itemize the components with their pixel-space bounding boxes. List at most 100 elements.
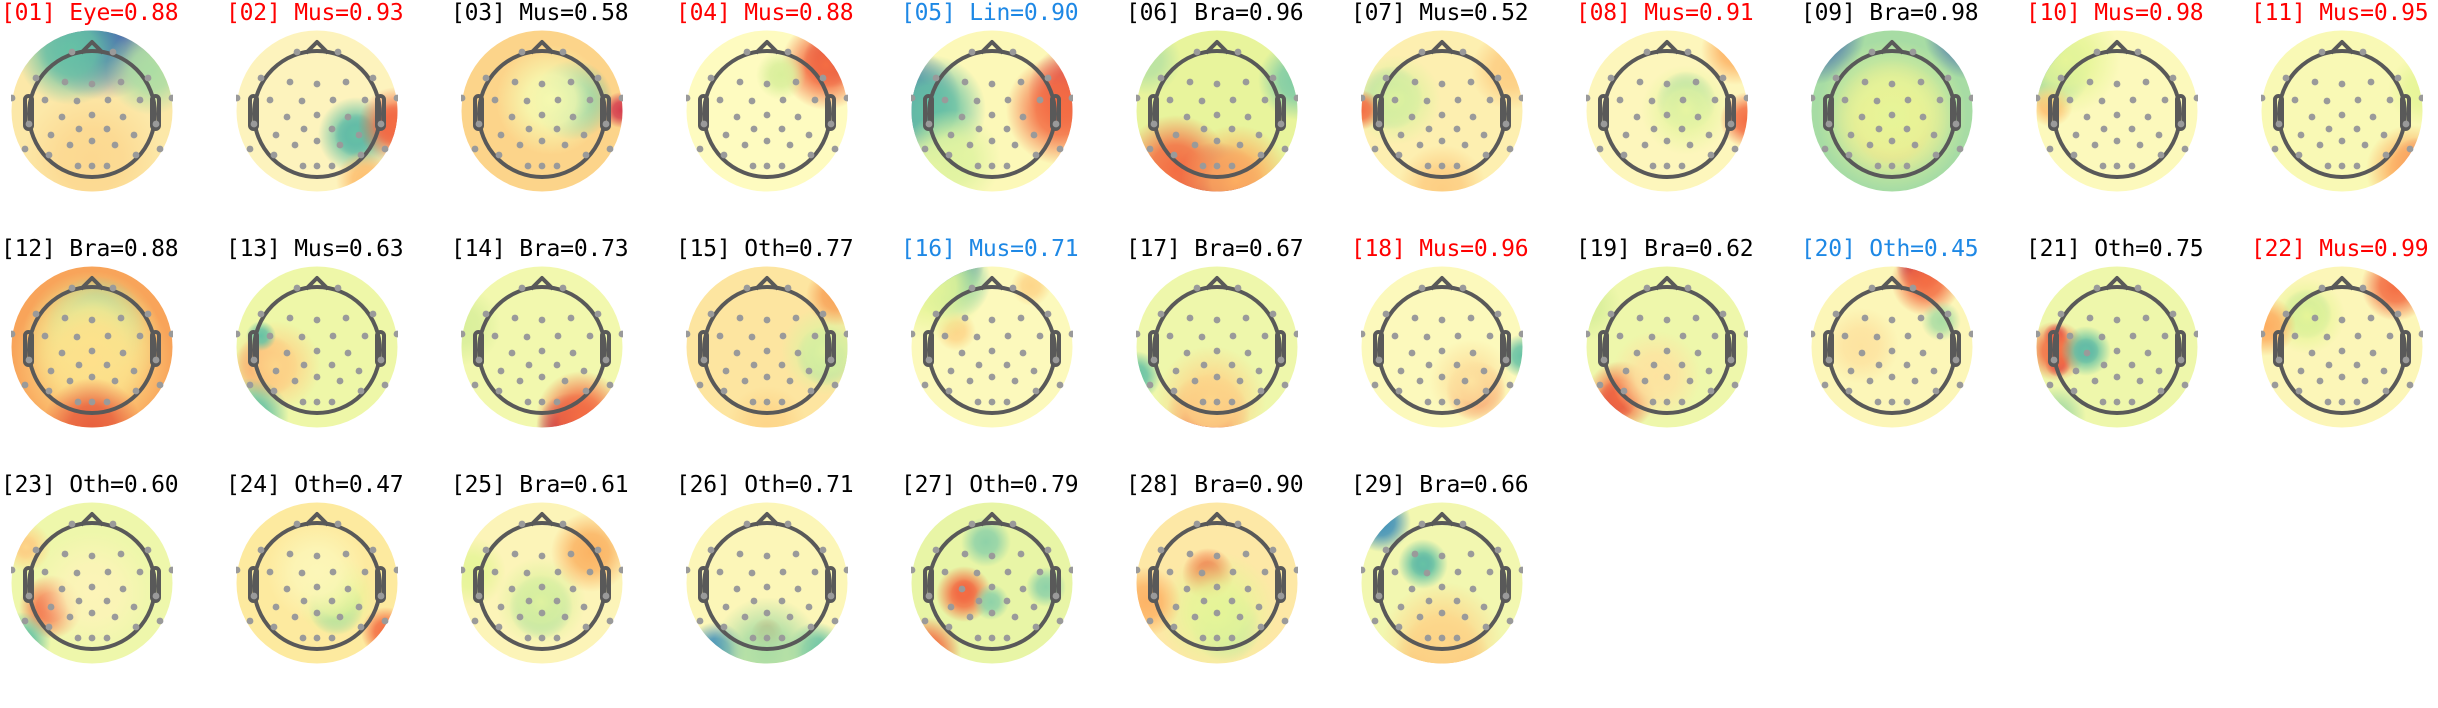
electrode	[2181, 381, 2189, 389]
electrode	[2128, 162, 2136, 170]
electrode	[283, 349, 291, 357]
electrode	[246, 617, 254, 625]
electrode	[1229, 568, 1237, 576]
electrode	[11, 94, 16, 102]
electrode	[329, 332, 337, 340]
electrode	[1277, 356, 1285, 364]
electrode	[1236, 377, 1244, 385]
electrode	[2142, 314, 2150, 322]
electrode	[1146, 617, 1154, 625]
component-label: [24] Oth=0.47	[226, 472, 404, 498]
electrode	[2361, 141, 2369, 149]
electrode	[2070, 387, 2078, 395]
electrode	[1228, 125, 1236, 133]
electrode	[328, 597, 336, 605]
electrode	[1875, 361, 1883, 369]
component-label: [03] Mus=0.58	[451, 0, 629, 26]
electrode	[1269, 546, 1277, 554]
electrode	[805, 131, 813, 139]
electrode	[336, 377, 344, 385]
electrode	[117, 78, 125, 86]
electrode	[266, 96, 274, 104]
electrode	[1136, 566, 1141, 574]
electrode	[988, 80, 996, 88]
electrode	[618, 330, 623, 338]
topomap-29	[1361, 502, 1523, 664]
electrode-dots	[686, 520, 848, 642]
electrode	[300, 597, 308, 605]
electrode	[973, 97, 981, 105]
electrode	[1438, 609, 1446, 617]
electrode	[2406, 381, 2414, 389]
electrode	[1261, 568, 1269, 576]
electrode	[966, 377, 974, 385]
electrode	[291, 141, 299, 149]
electrode	[1968, 94, 1973, 102]
electrode	[2099, 398, 2107, 406]
component-cell-16: [16] Mus=0.71	[900, 236, 1125, 472]
electrode	[1438, 634, 1446, 642]
component-label: [02] Mus=0.93	[226, 0, 404, 26]
electrode	[88, 80, 96, 88]
electrode	[1170, 151, 1178, 159]
electrode	[58, 585, 66, 593]
electrode	[2402, 120, 2410, 128]
component-cell-11: [11] Mus=0.95	[2250, 0, 2438, 236]
electrode	[88, 137, 96, 145]
topomap-12	[11, 266, 173, 428]
electrode	[807, 151, 815, 159]
electrode	[2193, 94, 2198, 102]
electrode	[1186, 550, 1194, 558]
electrode	[2297, 367, 2305, 375]
electrode	[1711, 96, 1719, 104]
electrode	[538, 373, 546, 381]
electrode	[2066, 96, 2074, 104]
electrode	[1199, 634, 1207, 642]
electrode	[68, 284, 76, 292]
electrode	[511, 314, 519, 322]
electrode	[1052, 120, 1060, 128]
electrode	[2100, 125, 2108, 133]
electrode	[827, 356, 835, 364]
electrode	[748, 97, 756, 105]
electrode	[1663, 80, 1671, 88]
electrode	[1649, 162, 1657, 170]
electrode	[1244, 349, 1252, 357]
electrode	[475, 356, 483, 364]
electrode	[1678, 162, 1686, 170]
component-label: [22] Mus=0.99	[2251, 236, 2429, 262]
electrode	[1663, 111, 1671, 119]
electrode	[369, 310, 377, 318]
electrode	[66, 141, 74, 149]
electrode	[741, 377, 749, 385]
electrode	[1705, 131, 1713, 139]
electrode	[973, 333, 981, 341]
electrode-dots	[236, 520, 398, 642]
component-cell-21: [21] Oth=0.75	[2025, 236, 2250, 472]
electrode	[342, 78, 350, 86]
electrode	[794, 585, 802, 593]
electrode	[45, 623, 53, 631]
electrode	[495, 387, 503, 395]
electrode	[1888, 347, 1896, 355]
electrode	[1391, 568, 1399, 576]
electrode	[2128, 125, 2136, 133]
electrode	[2353, 361, 2361, 369]
electrode-dots	[1811, 284, 1973, 406]
electrode	[2382, 151, 2390, 159]
electrode	[111, 141, 119, 149]
electrode	[1486, 96, 1494, 104]
electrode	[1911, 141, 1919, 149]
head-outline-icon	[473, 40, 611, 179]
electrode	[2316, 141, 2324, 149]
electrode	[1017, 314, 1025, 322]
electrode	[272, 367, 280, 375]
electrode	[1003, 634, 1011, 642]
electrode	[749, 398, 757, 406]
electrode-dots	[911, 284, 1073, 406]
electrode	[1616, 332, 1624, 340]
electrode	[2036, 330, 2041, 338]
electrode	[1056, 381, 1064, 389]
electrode	[1620, 151, 1628, 159]
electrode	[2050, 120, 2058, 128]
